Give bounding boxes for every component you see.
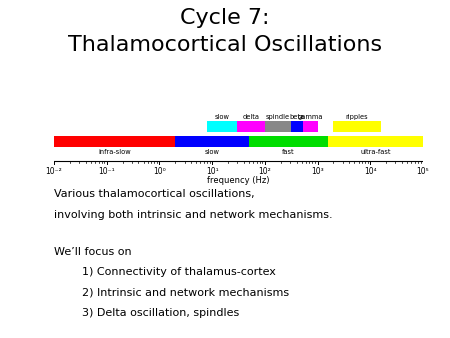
Bar [207,121,238,131]
Bar [333,121,381,131]
Text: 1) Connectivity of thalamus-cortex: 1) Connectivity of thalamus-cortex [54,267,276,277]
Text: 10⁵: 10⁵ [417,167,429,175]
Text: 10¹: 10¹ [206,167,218,175]
Text: slow: slow [215,114,230,120]
Text: Thalamocortical Oscillations: Thalamocortical Oscillations [68,35,382,55]
Text: Cycle 7:: Cycle 7: [180,8,270,28]
Text: 2) Intrinsic and network mechanisms: 2) Intrinsic and network mechanisms [54,287,289,297]
Text: frequency (Hz): frequency (Hz) [207,176,270,186]
Bar [328,136,423,147]
Bar [54,136,175,147]
Text: 10⁻¹: 10⁻¹ [99,167,115,175]
Text: 3) Delta oscillation, spindles: 3) Delta oscillation, spindles [54,308,239,318]
Text: slow: slow [205,149,220,155]
Text: 10⁻²: 10⁻² [45,167,63,175]
Text: delta: delta [243,114,260,120]
Text: 10²: 10² [258,167,271,175]
Text: involving both intrinsic and network mechanisms.: involving both intrinsic and network mec… [54,210,333,220]
Text: beta: beta [289,114,305,120]
Text: 10⁴: 10⁴ [364,167,377,175]
Text: gamma: gamma [297,114,323,120]
Bar [249,136,328,147]
Text: fast: fast [282,149,295,155]
Text: 10⁰: 10⁰ [153,167,166,175]
Bar [238,121,265,131]
Bar [265,121,291,131]
Bar [175,136,249,147]
Text: 10³: 10³ [311,167,324,175]
Text: ripples: ripples [346,114,369,120]
Bar [291,121,303,131]
Text: We’ll focus on: We’ll focus on [54,247,131,257]
Text: infra-slow: infra-slow [98,149,131,155]
Text: ultra-fast: ultra-fast [360,149,391,155]
Text: Various thalamocortical oscillations,: Various thalamocortical oscillations, [54,189,255,199]
Bar [303,121,318,131]
Text: spindle: spindle [266,114,290,120]
